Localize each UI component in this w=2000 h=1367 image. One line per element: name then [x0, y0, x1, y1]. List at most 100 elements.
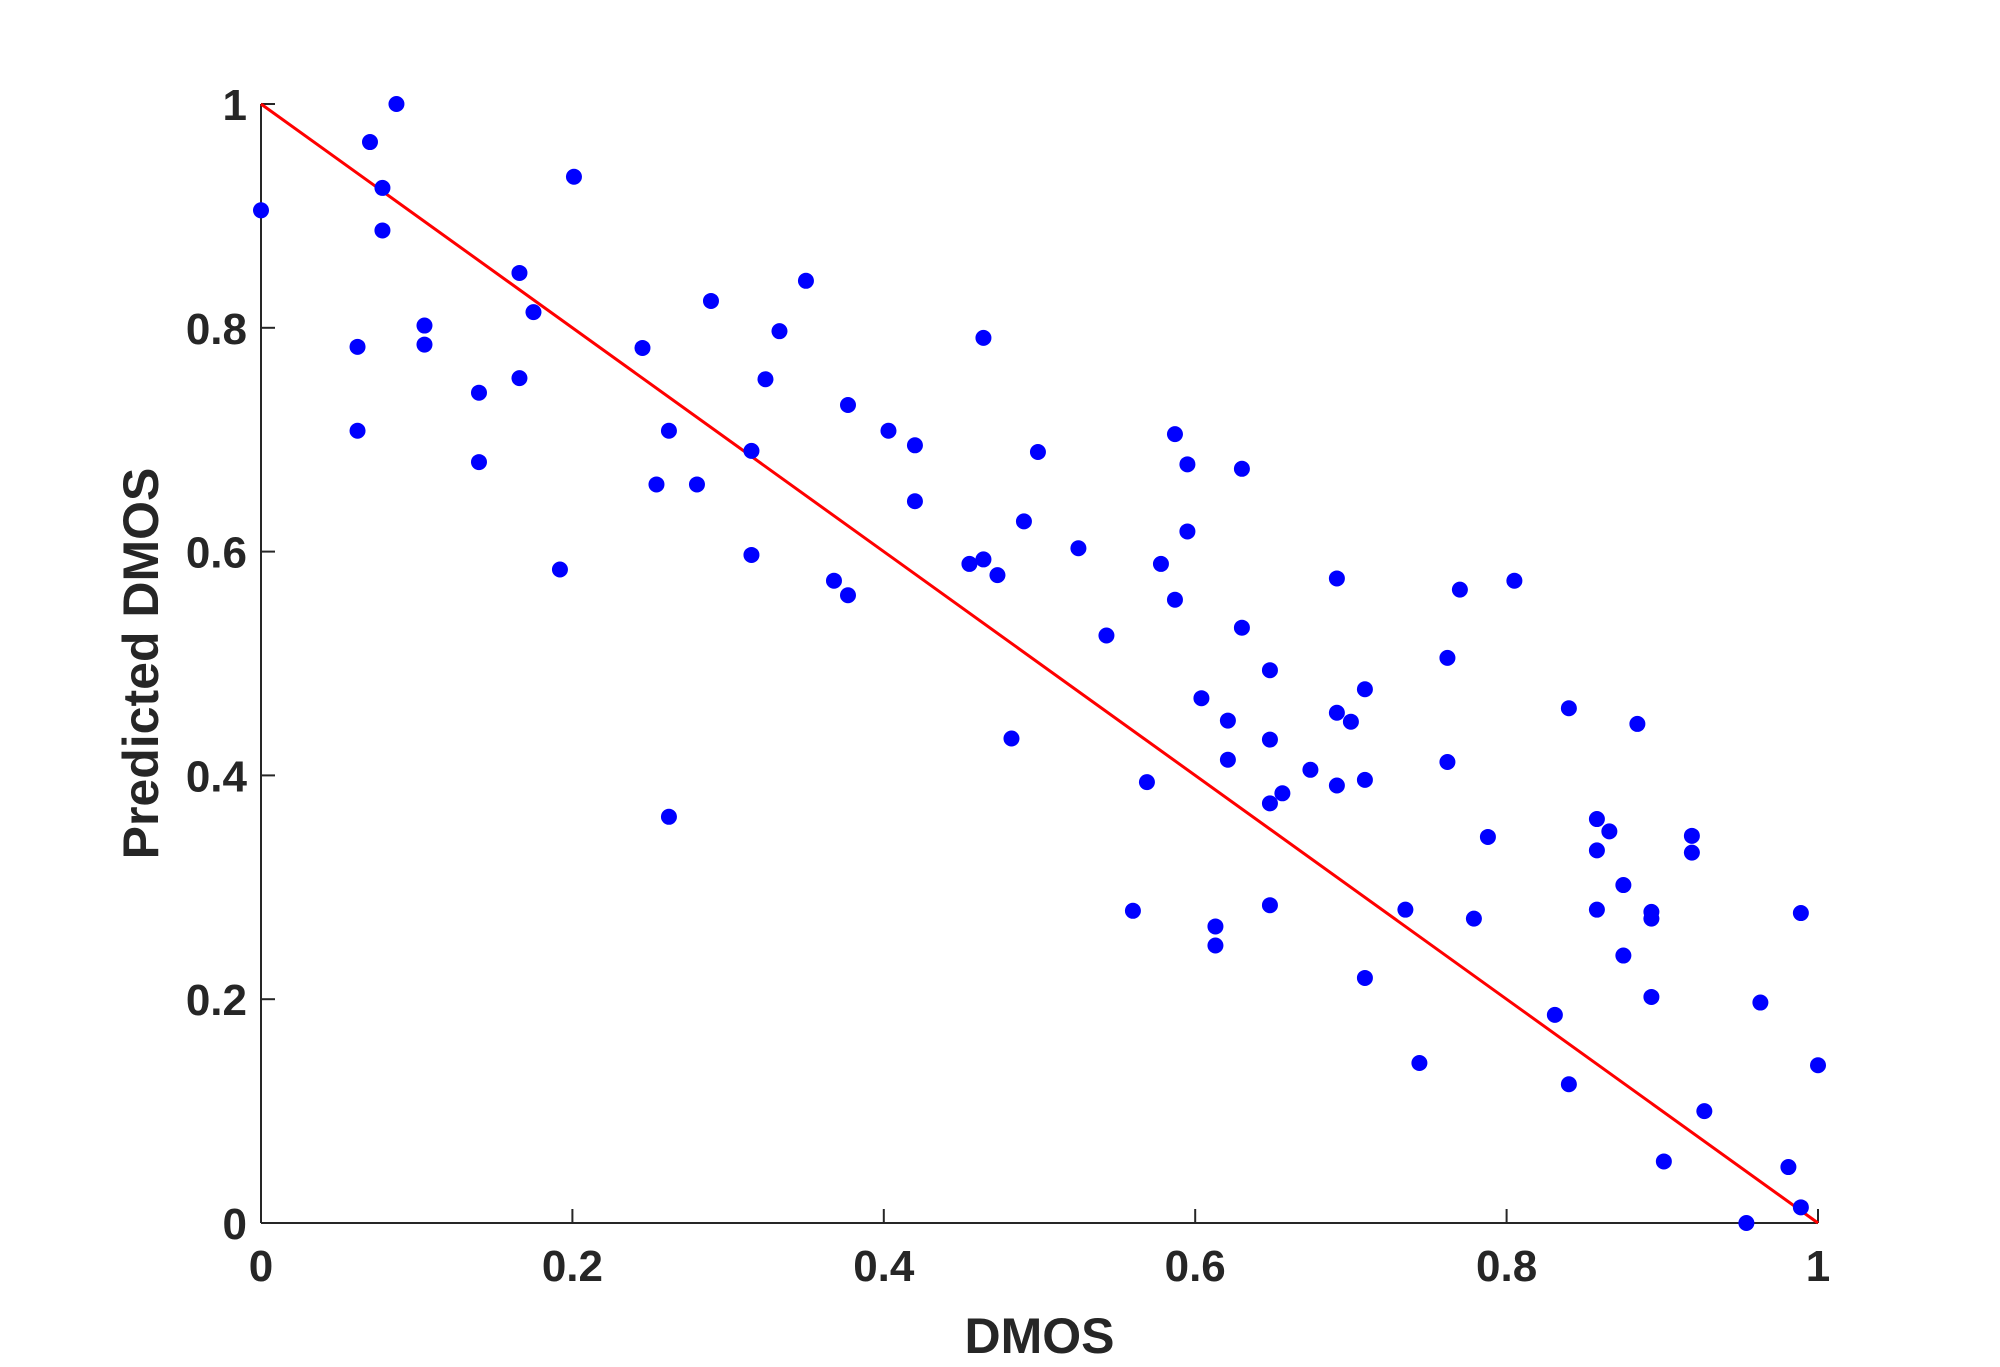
data-point [1546, 1006, 1563, 1023]
data-point [374, 222, 391, 239]
data-point [634, 339, 651, 356]
data-point [1439, 649, 1456, 666]
x-ticks: 0 0.2 0.4 0.6 0.8 1 [249, 1209, 1830, 1291]
data-point [1302, 761, 1319, 778]
data-point [743, 546, 760, 563]
data-point [1233, 460, 1250, 477]
data-point [1560, 1076, 1577, 1093]
data-point [1506, 572, 1523, 589]
x-tick-label: 0 [249, 1242, 273, 1291]
data-point [1274, 785, 1291, 802]
data-point [1356, 969, 1373, 986]
data-point [1098, 627, 1115, 644]
data-point [1328, 570, 1345, 587]
data-point [1738, 1215, 1755, 1231]
data-point [660, 808, 677, 825]
x-tick-label: 0.4 [853, 1242, 915, 1291]
data-points [253, 96, 1826, 1231]
data-point [1261, 795, 1278, 812]
data-point [1780, 1159, 1797, 1176]
data-point [1629, 715, 1646, 732]
data-point [1397, 901, 1414, 918]
data-point [1588, 842, 1605, 859]
data-point [1601, 823, 1618, 840]
data-point [1179, 523, 1196, 540]
data-point [1124, 902, 1141, 919]
x-tick-label: 0.6 [1165, 1242, 1226, 1291]
data-point [975, 329, 992, 346]
data-point [660, 422, 677, 439]
data-point [470, 384, 487, 401]
data-point [1792, 1199, 1809, 1216]
data-point [1810, 1057, 1826, 1074]
data-point [551, 561, 568, 578]
data-point [1166, 426, 1183, 443]
data-point [702, 292, 719, 309]
reference-line [260, 102, 1819, 1225]
y-tick-label: 0 [223, 1200, 247, 1249]
data-point [511, 370, 528, 387]
data-point [1261, 662, 1278, 679]
data-point [374, 179, 391, 196]
data-point [361, 134, 378, 151]
data-point [416, 336, 433, 353]
data-point [1328, 704, 1345, 721]
data-point [989, 567, 1006, 584]
axes [260, 104, 1818, 1224]
data-point [1356, 681, 1373, 698]
data-point [1439, 753, 1456, 770]
data-point [648, 476, 665, 493]
data-point [1342, 713, 1359, 730]
data-point [1479, 828, 1496, 845]
y-tick-label: 1 [223, 81, 247, 130]
data-point [1193, 690, 1210, 707]
data-point [688, 476, 705, 493]
data-point [906, 437, 923, 454]
data-point [1696, 1103, 1713, 1120]
x-tick-label: 0.2 [542, 1242, 603, 1291]
data-point [416, 317, 433, 334]
data-point [825, 572, 842, 589]
data-point [975, 551, 992, 568]
data-point [961, 555, 978, 572]
data-point [1328, 777, 1345, 794]
data-point [743, 442, 760, 459]
data-point [1643, 988, 1660, 1005]
data-point [1411, 1054, 1428, 1071]
data-point [1029, 444, 1046, 461]
data-point [1615, 947, 1632, 964]
y-tick-label: 0.8 [186, 305, 247, 354]
data-point [1588, 811, 1605, 828]
data-point [1207, 918, 1224, 935]
data-point [1356, 771, 1373, 788]
data-point [797, 272, 814, 289]
data-point [757, 371, 774, 388]
data-point [1261, 897, 1278, 914]
data-point [1233, 619, 1250, 636]
data-point [349, 338, 366, 355]
data-point [1152, 555, 1169, 572]
data-point [839, 397, 856, 414]
data-point [1465, 910, 1482, 927]
data-point [1179, 456, 1196, 473]
x-axis-title: DMOS [965, 1308, 1115, 1364]
data-point [1792, 905, 1809, 922]
data-point [1138, 774, 1155, 791]
data-point [525, 304, 542, 321]
data-point [771, 323, 788, 340]
data-point [880, 422, 897, 439]
data-point [1219, 712, 1236, 729]
data-point [1219, 751, 1236, 768]
data-point [1615, 877, 1632, 894]
data-point [253, 202, 269, 219]
data-point [1166, 591, 1183, 608]
y-tick-label: 0.6 [186, 529, 247, 578]
data-point [839, 587, 856, 604]
x-tick-label: 1 [1806, 1242, 1830, 1291]
data-point [1752, 994, 1769, 1011]
data-point [470, 454, 487, 471]
data-point [1655, 1153, 1672, 1170]
data-point [1207, 937, 1224, 954]
data-point [1070, 540, 1087, 557]
